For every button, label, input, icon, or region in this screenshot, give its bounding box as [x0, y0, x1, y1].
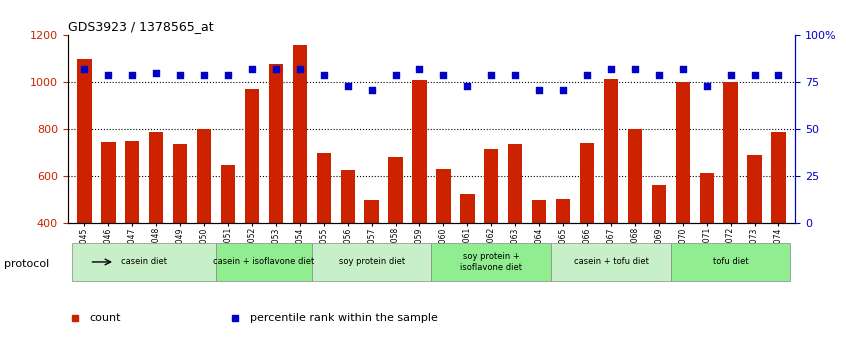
- Point: [341, 83, 354, 89]
- Bar: [723, 82, 738, 223]
- Point: [772, 72, 785, 78]
- Text: percentile rank within the sample: percentile rank within the sample: [250, 313, 437, 323]
- Point: [197, 72, 211, 78]
- Bar: [340, 170, 354, 223]
- Bar: [772, 132, 786, 223]
- Bar: [508, 144, 522, 223]
- Point: [365, 87, 378, 93]
- Text: casein diet: casein diet: [121, 257, 168, 267]
- Point: [245, 66, 259, 72]
- FancyBboxPatch shape: [216, 243, 312, 281]
- Bar: [77, 59, 91, 223]
- FancyBboxPatch shape: [431, 243, 551, 281]
- FancyBboxPatch shape: [312, 243, 431, 281]
- Point: [413, 66, 426, 72]
- Point: [748, 72, 761, 78]
- Bar: [700, 173, 714, 223]
- Text: soy protein diet: soy protein diet: [338, 257, 404, 267]
- Point: [78, 66, 91, 72]
- Point: [125, 72, 139, 78]
- Bar: [316, 153, 331, 223]
- Text: protocol: protocol: [4, 259, 49, 269]
- FancyBboxPatch shape: [551, 243, 671, 281]
- Point: [293, 66, 306, 72]
- Point: [604, 66, 618, 72]
- Bar: [580, 143, 594, 223]
- Point: [150, 70, 163, 76]
- Bar: [604, 79, 618, 223]
- Bar: [197, 129, 212, 223]
- Point: [222, 72, 235, 78]
- Bar: [125, 141, 140, 223]
- Point: [173, 72, 187, 78]
- Bar: [628, 129, 642, 223]
- Point: [437, 72, 450, 78]
- Bar: [149, 132, 163, 223]
- Bar: [556, 199, 570, 223]
- Bar: [173, 144, 187, 223]
- Point: [580, 72, 594, 78]
- Bar: [365, 200, 379, 223]
- Point: [460, 83, 474, 89]
- Bar: [747, 155, 761, 223]
- Bar: [221, 165, 235, 223]
- Point: [652, 72, 666, 78]
- Point: [317, 72, 331, 78]
- Point: [485, 72, 498, 78]
- Bar: [388, 157, 403, 223]
- Point: [676, 66, 689, 72]
- Text: tofu diet: tofu diet: [713, 257, 749, 267]
- Bar: [484, 149, 498, 223]
- Point: [269, 66, 283, 72]
- FancyBboxPatch shape: [73, 243, 216, 281]
- Bar: [651, 185, 666, 223]
- Point: [532, 87, 546, 93]
- Bar: [244, 89, 259, 223]
- Bar: [532, 200, 547, 223]
- Text: soy protein +
isoflavone diet: soy protein + isoflavone diet: [460, 252, 522, 272]
- Bar: [412, 80, 426, 223]
- Bar: [676, 82, 690, 223]
- Bar: [269, 64, 283, 223]
- Point: [508, 72, 522, 78]
- Point: [724, 72, 738, 78]
- Point: [700, 83, 713, 89]
- Bar: [293, 45, 307, 223]
- Bar: [102, 142, 116, 223]
- Text: count: count: [90, 313, 121, 323]
- Point: [557, 87, 570, 93]
- Text: GDS3923 / 1378565_at: GDS3923 / 1378565_at: [68, 20, 213, 33]
- Point: [102, 72, 115, 78]
- Point: [389, 72, 403, 78]
- Text: casein + tofu diet: casein + tofu diet: [574, 257, 648, 267]
- FancyBboxPatch shape: [671, 243, 790, 281]
- Bar: [460, 194, 475, 223]
- Bar: [437, 169, 451, 223]
- Text: casein + isoflavone diet: casein + isoflavone diet: [213, 257, 315, 267]
- Point: [628, 66, 641, 72]
